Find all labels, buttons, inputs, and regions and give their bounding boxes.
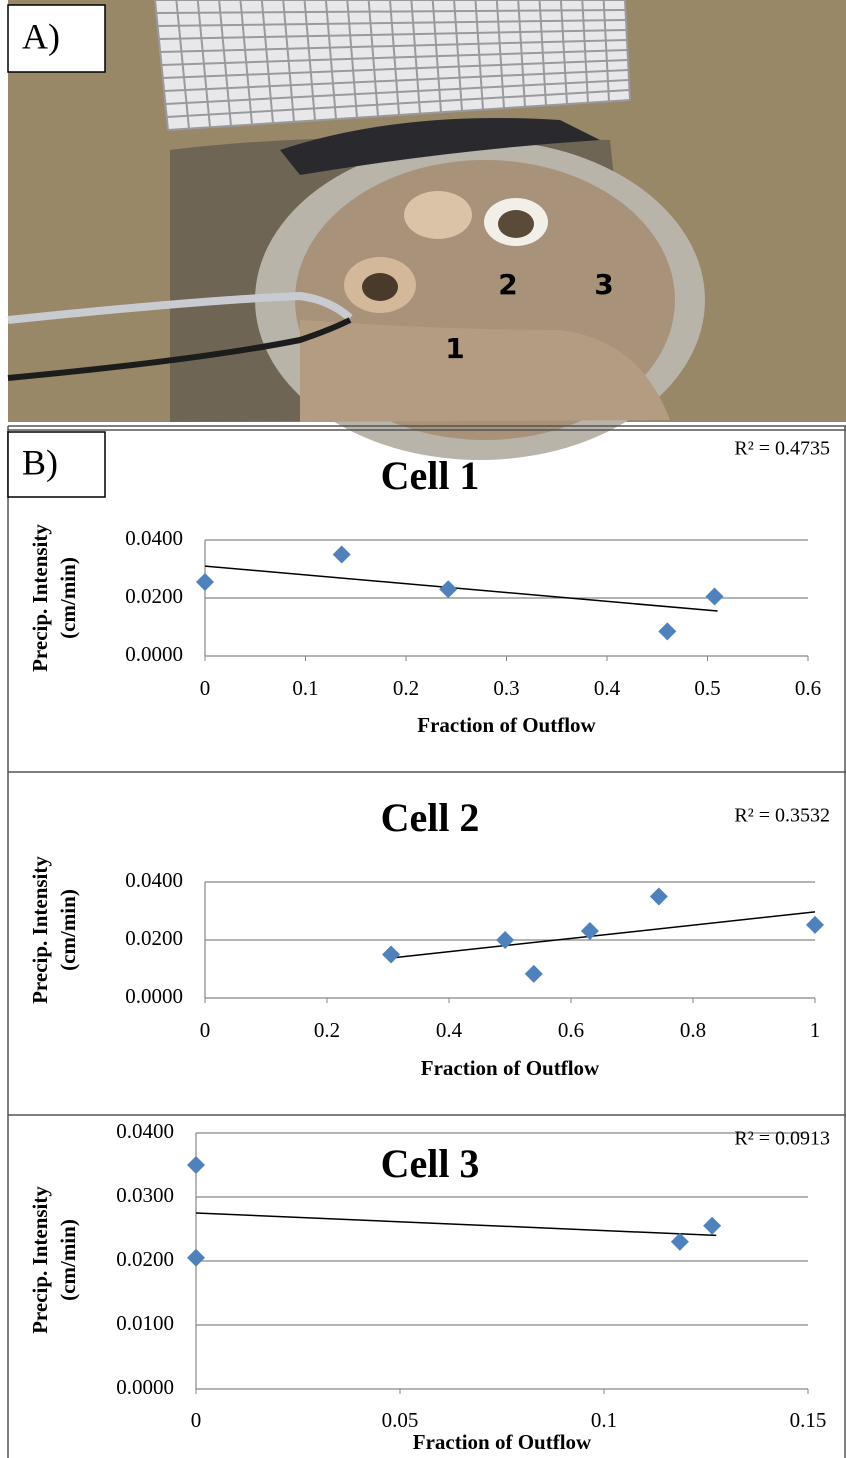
- x-tick-label: 0.8: [680, 1018, 706, 1042]
- point: [671, 1233, 689, 1251]
- y-tick-label: 0.0200: [125, 584, 183, 608]
- cell-marker: 2: [498, 268, 517, 301]
- point: [650, 888, 668, 906]
- x-tick-label: 0.3: [493, 676, 519, 700]
- trendline: [391, 912, 815, 958]
- point: [703, 1217, 721, 1235]
- panel-label: B): [22, 442, 58, 482]
- y-tick-label: 0.0200: [125, 926, 183, 950]
- cell-marker: 3: [594, 268, 613, 301]
- x-tick-label: 0.05: [382, 1408, 419, 1432]
- trendline: [196, 1213, 716, 1235]
- x-tick-label: 1: [810, 1018, 821, 1042]
- point: [658, 622, 676, 640]
- cell-marker: 1: [445, 332, 464, 365]
- x-axis-title: Fraction of Outflow: [421, 1056, 600, 1080]
- x-tick-label: 0.15: [790, 1408, 827, 1432]
- chart-title: Cell 2: [381, 795, 480, 840]
- trendline: [205, 566, 718, 611]
- annotation: R² = 0.0913: [734, 1128, 830, 1150]
- y-axis-title: Precip. Intensity: [28, 1186, 52, 1334]
- y-axis-title: Precip. Intensity: [28, 856, 52, 1004]
- x-tick-label: 0: [191, 1408, 202, 1432]
- x-tick-label: 0.1: [292, 676, 318, 700]
- x-tick-label: 0: [200, 1018, 211, 1042]
- y-axis-title: (cm/min): [56, 557, 80, 639]
- point: [525, 965, 543, 983]
- chart-title: Cell 3: [381, 1141, 480, 1186]
- x-axis-title: Fraction of Outflow: [413, 1430, 592, 1454]
- y-axis-title: (cm/min): [56, 889, 80, 971]
- x-tick-label: 0.4: [436, 1018, 463, 1042]
- chart: 0.0000 0.0200 0.0400 0 0.1 0.2 0.3 0.4 0.5 0.6 Cel…: [28, 438, 830, 737]
- y-tick-label: 0.0100: [116, 1311, 174, 1335]
- funnel-2-hole: [498, 210, 534, 238]
- point: [187, 1156, 205, 1174]
- x-tick-label: 0.4: [594, 676, 621, 700]
- point: [706, 588, 724, 606]
- annotation: R² = 0.4735: [734, 438, 830, 460]
- x-tick-label: 0.6: [795, 676, 821, 700]
- y-tick-label: 0.0000: [125, 642, 183, 666]
- annotation: R² = 0.3532: [734, 805, 830, 827]
- point: [382, 946, 400, 964]
- x-axis-title: Fraction of Outflow: [417, 713, 596, 737]
- x-tick-label: 0: [200, 676, 211, 700]
- y-axis-title: Precip. Intensity: [28, 524, 52, 672]
- y-tick-label: 0.0300: [116, 1183, 174, 1207]
- x-tick-label: 0.1: [591, 1408, 617, 1432]
- point: [333, 546, 351, 564]
- x-tick-label: 0.6: [558, 1018, 584, 1042]
- point: [439, 580, 457, 598]
- chart: 0.0000 0.0200 0.0400 0 0.2 0.4 0.6 0.8 1 Cell 2 R²…: [28, 795, 830, 1080]
- point: [187, 1249, 205, 1267]
- point: [806, 916, 824, 934]
- y-tick-label: 0.0000: [125, 984, 183, 1008]
- point: [196, 573, 214, 591]
- y-axis-title: (cm/min): [56, 1219, 80, 1301]
- x-tick-label: 0.2: [393, 676, 419, 700]
- y-tick-label: 0.0000: [116, 1375, 174, 1399]
- funnel-1-hole: [362, 273, 398, 301]
- x-tick-label: 0.2: [314, 1018, 340, 1042]
- funnel-0: [404, 191, 472, 239]
- figure: A) 1 2 3 0.0000 0.0200 0.0400 0 0.1 0.2 0.3 0.4…: [0, 0, 846, 1458]
- y-tick-label: 0.0400: [125, 526, 183, 550]
- chart: 0.0000 0.0100 0.0200 0.0300 0.0400 0 0.05 0.1 0.…: [28, 1119, 830, 1454]
- x-tick-label: 0.5: [694, 676, 720, 700]
- panel-label: A): [22, 16, 60, 56]
- y-tick-label: 0.0200: [116, 1247, 174, 1271]
- photo: A) 1 2 3: [8, 0, 846, 460]
- y-tick-label: 0.0400: [125, 868, 183, 892]
- chart-title: Cell 1: [381, 453, 480, 498]
- y-tick-label: 0.0400: [116, 1119, 174, 1143]
